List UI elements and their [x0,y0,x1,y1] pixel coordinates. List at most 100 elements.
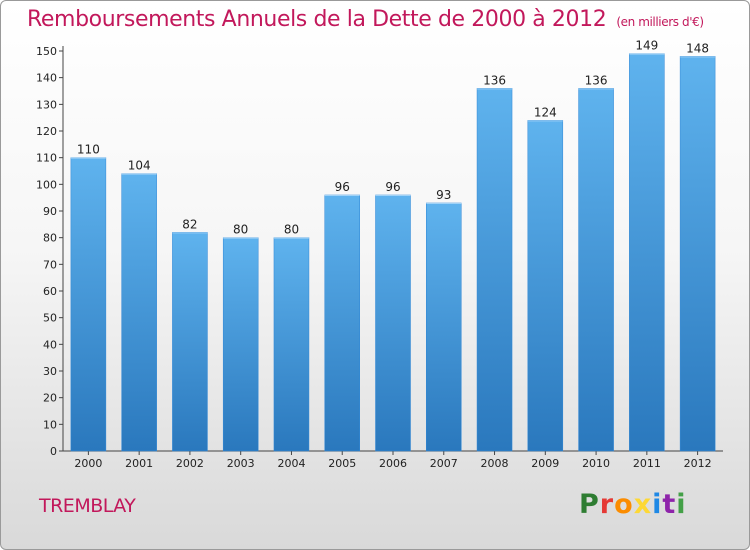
y-tick-label: 120 [36,125,57,138]
data-label-2000: 110 [77,143,100,157]
bars [70,53,716,452]
x-tick-label: 2007 [430,457,458,470]
x-tick-label: 2004 [277,457,305,470]
x-tick-label: 2000 [74,457,102,470]
x-tick-label: 2009 [531,457,559,470]
y-tick-label: 0 [50,445,57,458]
x-tick: 2004 [277,451,305,470]
x-tick: 2008 [481,451,509,470]
y-tick-label: 100 [36,178,57,191]
x-tick-label: 2006 [379,457,407,470]
data-labels: 110 104 82 80 80 96 96 93 136 124 136 149 148 [77,39,709,237]
y-tick: 150 [36,45,63,58]
y-tick: 90 [43,205,63,218]
data-label-2009: 124 [534,105,557,119]
y-tick: 110 [36,152,63,165]
bar-2003 [222,237,259,452]
logo-letter: o [614,489,634,520]
y-tick: 60 [43,285,63,298]
x-tick: 2002 [176,451,204,470]
data-label-2010: 136 [585,73,608,87]
logo-letter: x [633,489,653,520]
axes: 0 10 20 30 40 50 60 70 80 90 100 110 120 130 140 150 200… [36,45,723,470]
y-tick-label: 90 [43,205,57,218]
logo-letter: t [662,489,677,520]
y-tick: 130 [36,98,63,111]
y-tick: 50 [43,312,63,325]
y-tick: 120 [36,125,63,138]
bar-2000 [70,157,107,452]
x-tick: 2007 [430,451,458,470]
logo-letter: r [599,489,615,520]
y-tick: 70 [43,258,63,271]
bar-2002 [172,232,208,452]
bar-2008 [476,88,513,452]
x-tick-label: 2005 [328,457,356,470]
x-tick-label: 2012 [684,457,712,470]
x-tick: 2001 [125,451,153,470]
y-tick: 140 [36,72,63,85]
x-tick-label: 2001 [125,457,153,470]
data-label-2004: 80 [284,223,299,237]
x-tick-label: 2010 [582,457,610,470]
x-tick: 2006 [379,451,407,470]
y-tick: 20 [43,392,63,405]
data-label-2012: 148 [686,41,709,55]
x-tick-label: 2008 [481,457,509,470]
y-tick-label: 60 [43,285,57,298]
x-tick: 2005 [328,451,356,470]
y-tick-label: 20 [43,392,57,405]
y-tick-label: 10 [43,418,57,431]
x-tick-label: 2011 [633,457,661,470]
city-name: TREMBLAY [39,495,136,517]
chart-title-text: Remboursements Annuels de la Dette de 20… [27,7,607,32]
x-tick-label: 2002 [176,457,204,470]
data-label-2011: 149 [635,39,658,53]
y-tick-label: 150 [36,45,57,58]
y-tick-label: 50 [43,312,57,325]
x-tick-label: 2003 [227,457,255,470]
bar-2004 [273,237,310,452]
y-tick-label: 70 [43,258,57,271]
x-tick: 2000 [74,451,102,470]
y-tick: 80 [43,232,63,245]
y-tick: 30 [43,365,63,378]
y-tick: 0 [50,445,63,458]
x-tick: 2012 [684,451,712,470]
bar-2005 [324,194,360,452]
y-tick-label: 80 [43,232,57,245]
y-tick-label: 130 [36,98,57,111]
logo-letter: i [676,489,687,520]
data-label-2001: 104 [128,159,151,173]
data-label-2006: 96 [385,180,400,194]
y-tick-label: 110 [36,152,57,165]
data-label-2007: 93 [436,188,451,202]
proxiti-logo: Proxiti [579,489,687,520]
y-tick-label: 30 [43,365,57,378]
data-label-2002: 82 [182,217,197,231]
logo-letter: P [579,489,600,520]
data-label-2003: 80 [233,223,248,237]
bar-2007 [426,202,462,452]
bar-2011 [629,53,665,452]
chart-subtitle: (en milliers d'€) [616,15,704,29]
x-tick: 2009 [531,451,559,470]
y-tick: 100 [36,178,63,191]
data-label-2008: 136 [483,73,506,87]
bar-2001 [121,173,157,452]
bar-2012 [679,56,716,452]
bar-2009 [527,120,564,452]
bar-2010 [578,88,614,452]
y-tick: 40 [43,338,63,351]
chart-title: Remboursements Annuels de la Dette de 20… [27,7,704,32]
x-tick: 2011 [633,451,661,470]
data-label-2005: 96 [335,180,350,194]
y-tick-label: 40 [43,338,57,351]
logo-letter: i [652,489,663,520]
y-tick: 10 [43,418,63,431]
y-tick-label: 140 [36,72,57,85]
x-tick: 2003 [227,451,255,470]
x-tick: 2010 [582,451,610,470]
